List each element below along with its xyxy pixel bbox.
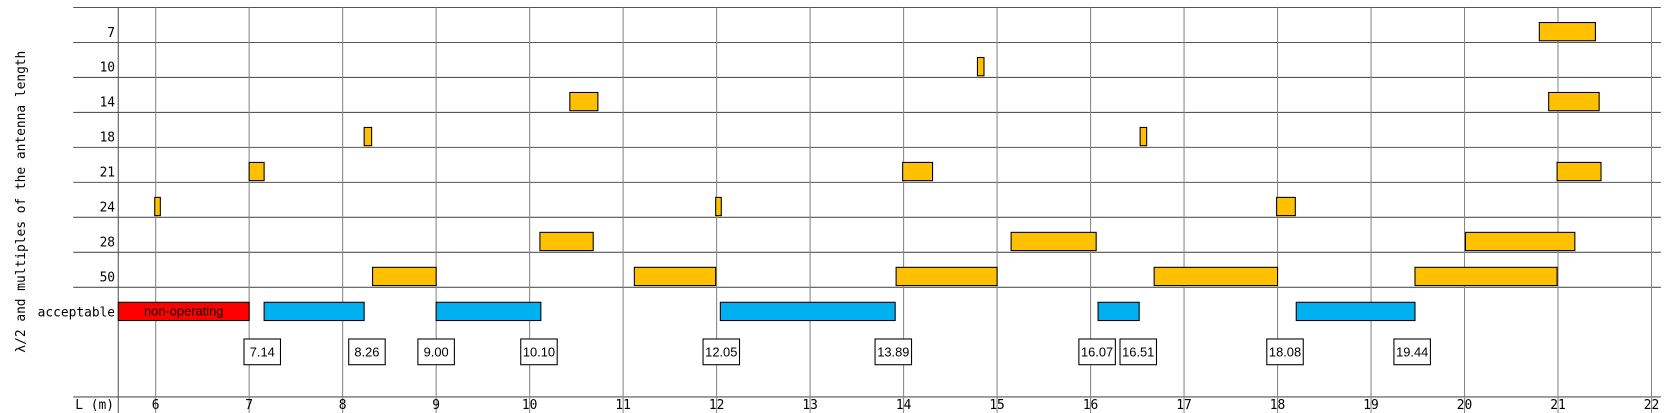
boundary-box [874, 338, 913, 366]
range-bar [372, 266, 437, 287]
boundary-box [417, 338, 455, 366]
range-bar [719, 301, 896, 322]
boundary-box [1078, 338, 1116, 366]
y-axis-label: λ/2 and multiples of the antenna length [14, 51, 29, 353]
x-tick-label: 17 [1176, 398, 1191, 413]
range-bar [1414, 266, 1558, 287]
x-tick-label: 13 [802, 398, 817, 413]
range-bar [1538, 21, 1596, 42]
boundary-label: 7.14 [250, 344, 275, 359]
x-tick-label: 8 [339, 398, 347, 413]
row-label: 10 [100, 61, 115, 76]
x-tick-label: 6 [152, 398, 160, 413]
boundary-box [520, 338, 558, 366]
range-bar [902, 161, 934, 182]
boundary-box [348, 338, 386, 366]
boundary-label: 13.89 [877, 344, 909, 359]
x-tick-label: 20 [1457, 398, 1472, 413]
x-tick-label: 22 [1644, 398, 1659, 413]
boundary-label: 9.00 [424, 344, 449, 359]
range-bar [1010, 231, 1097, 252]
range-bar [1548, 91, 1600, 112]
range-bar [895, 266, 998, 287]
x-tick-label: 7 [245, 398, 253, 413]
range-bar [363, 126, 373, 147]
range-bar [263, 301, 365, 322]
range-bar [976, 56, 985, 77]
x-tick-label: 19 [1363, 398, 1378, 413]
boundary-box [702, 338, 741, 366]
range-bar [1276, 196, 1296, 217]
boundary-label: 8.26 [354, 344, 379, 359]
boundary-box [1393, 338, 1431, 366]
x-tick-label: 14 [896, 398, 912, 413]
x-axis-label: L (m) [75, 398, 114, 413]
row-label: 18 [100, 131, 115, 146]
range-bar [1556, 161, 1602, 182]
boundary-label: 16.07 [1081, 344, 1113, 359]
range-bar [1153, 266, 1279, 287]
range-bar [248, 161, 265, 182]
boundary-box [1119, 338, 1158, 366]
non-operating-bar [117, 301, 250, 322]
row-label: 14 [100, 96, 116, 111]
boundary-box [1266, 338, 1304, 366]
non-operating-label: non-operating [144, 303, 223, 318]
x-tick-label: 9 [432, 398, 440, 413]
boundary-label: 18.08 [1269, 344, 1301, 359]
x-tick-label: 11 [615, 398, 630, 413]
row-label: 7 [107, 26, 115, 41]
x-tick-label: 12 [709, 398, 724, 413]
x-tick-label: 15 [989, 398, 1004, 413]
boundary-label: 12.05 [705, 344, 737, 359]
range-bar [435, 301, 542, 322]
boundary-label: 16.51 [1122, 344, 1154, 359]
boundary-label: 10.10 [523, 344, 555, 359]
row-label: 50 [100, 271, 115, 286]
row-label: 28 [100, 236, 115, 251]
range-bar [1097, 301, 1140, 322]
x-tick-label: 16 [1083, 398, 1098, 413]
range-bar [1139, 126, 1148, 147]
range-bar [715, 196, 722, 217]
range-bar [1464, 231, 1576, 252]
row-label: acceptable [38, 306, 115, 321]
range-bar [1295, 301, 1416, 322]
x-tick-label: 18 [1270, 398, 1285, 413]
range-bar [539, 231, 594, 252]
x-tick-label: 10 [522, 398, 537, 413]
boundary-box [243, 338, 282, 366]
range-bar [154, 196, 161, 217]
row-label: 24 [100, 201, 116, 216]
row-label: 21 [100, 166, 115, 181]
boundary-label: 19.44 [1396, 344, 1428, 359]
range-bar [633, 266, 717, 287]
range-bar [569, 91, 599, 112]
x-tick-label: 21 [1550, 398, 1565, 413]
